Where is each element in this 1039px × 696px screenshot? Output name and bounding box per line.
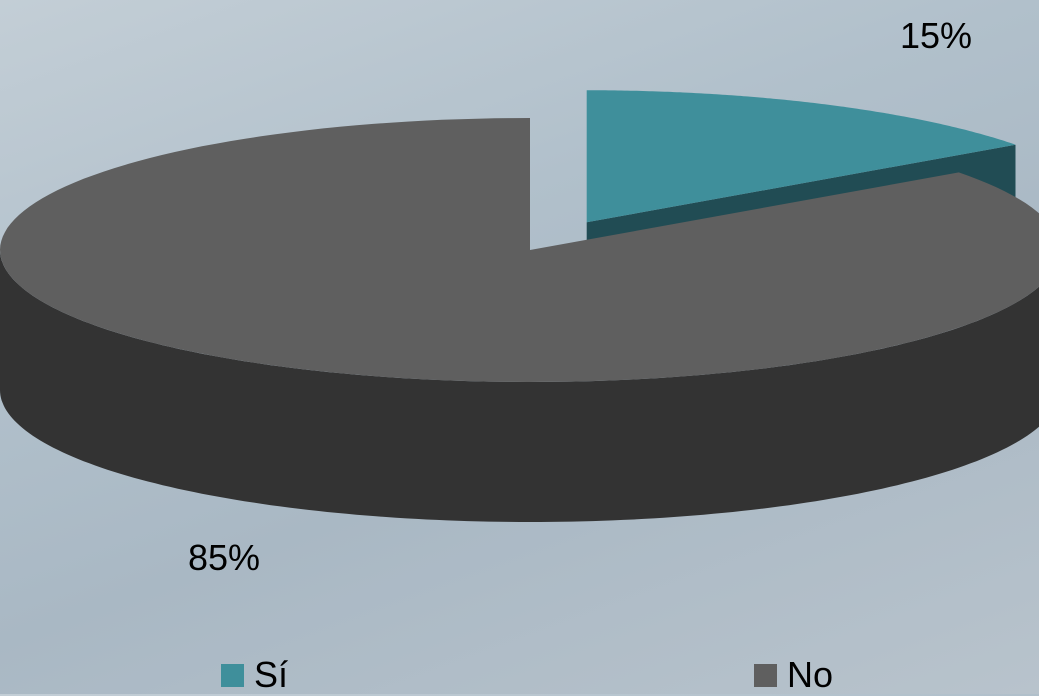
data-label-si: 15%	[900, 15, 972, 56]
data-label-no: 85%	[188, 537, 260, 578]
pie-slice-si	[586, 90, 1016, 223]
legend-item-no: No	[754, 654, 833, 696]
legend-label-no: No	[787, 654, 834, 695]
pie-slice-no-side	[0, 250, 1039, 522]
legend-swatch-si	[221, 663, 244, 687]
pie-slice-no	[0, 118, 1039, 382]
legend-swatch-no	[754, 663, 777, 687]
legend-label-si: Sí	[254, 654, 289, 695]
legend-item-si: Sí	[221, 654, 288, 696]
